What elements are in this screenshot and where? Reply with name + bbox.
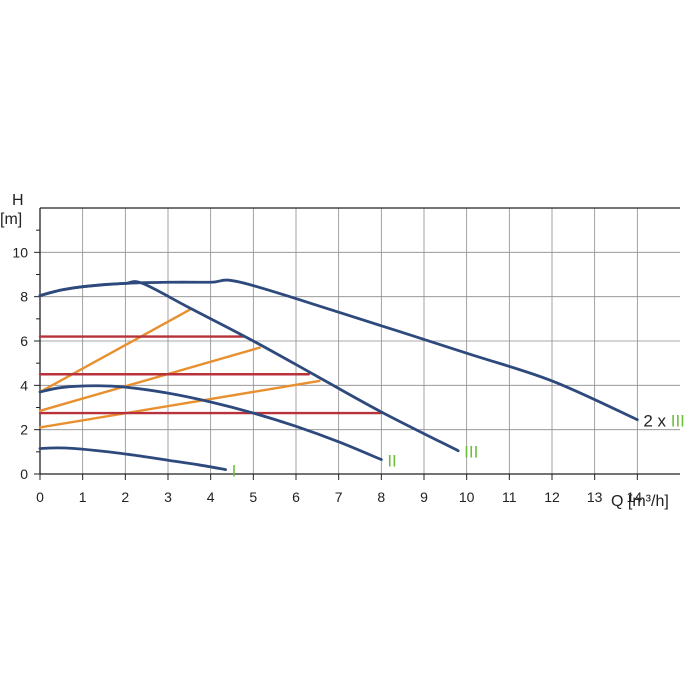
series-layer: [38, 278, 639, 471]
x-tick-label-4: 4: [207, 489, 215, 505]
proportional-pressure-line-1: [38, 308, 191, 394]
x-tick-label-6: 6: [292, 489, 300, 505]
proportional-pressure-line-2: [38, 346, 261, 413]
series-label-roman: III: [671, 412, 685, 431]
series-line-i: [38, 446, 227, 471]
series-line-ii: [38, 384, 383, 461]
y-tick-label-0: 0: [20, 466, 28, 482]
y-tick-label-2: 2: [20, 422, 28, 438]
x-tick-label-8: 8: [377, 489, 385, 505]
x-tick-label-7: 7: [335, 489, 343, 505]
series-label-2xiii: 2 x III: [643, 412, 685, 431]
series-label-roman: II: [387, 452, 396, 471]
x-tick-label-1: 1: [79, 489, 87, 505]
y-tick-label-8: 8: [20, 289, 28, 305]
x-tick-label-0: 0: [36, 489, 44, 505]
y-tick-label-4: 4: [20, 377, 28, 393]
y-axis-unit: [m]: [0, 211, 22, 228]
x-tick-label-12: 12: [544, 489, 560, 505]
series-line-2xiii: [38, 278, 639, 422]
y-tick-label-10: 10: [12, 244, 28, 260]
series-line-iii: [38, 280, 460, 453]
x-tick-label-3: 3: [164, 489, 172, 505]
y-axis-symbol: H: [12, 192, 24, 209]
proportional-pressure-line-3: [38, 379, 321, 429]
y-tick-label-6: 6: [20, 333, 28, 349]
x-tick-label-2: 2: [121, 489, 129, 505]
x-tick-label-9: 9: [420, 489, 428, 505]
series-label-roman: I: [232, 462, 237, 481]
series-label-prefix: 2 x: [643, 412, 670, 431]
grid-layer: [40, 207, 680, 474]
series-label-ii: II: [387, 452, 396, 471]
x-tick-label-5: 5: [249, 489, 257, 505]
x-tick-label-14: 14: [627, 489, 643, 505]
x-axis-title: Q [m³/h]: [611, 493, 669, 510]
series-label-roman: III: [464, 443, 478, 462]
x-tick-label-10: 10: [459, 489, 475, 505]
x-tick-label-13: 13: [587, 489, 603, 505]
series-label-iii: III: [464, 443, 478, 462]
series-label-i: I: [232, 462, 237, 481]
x-tick-label-11: 11: [502, 489, 517, 505]
